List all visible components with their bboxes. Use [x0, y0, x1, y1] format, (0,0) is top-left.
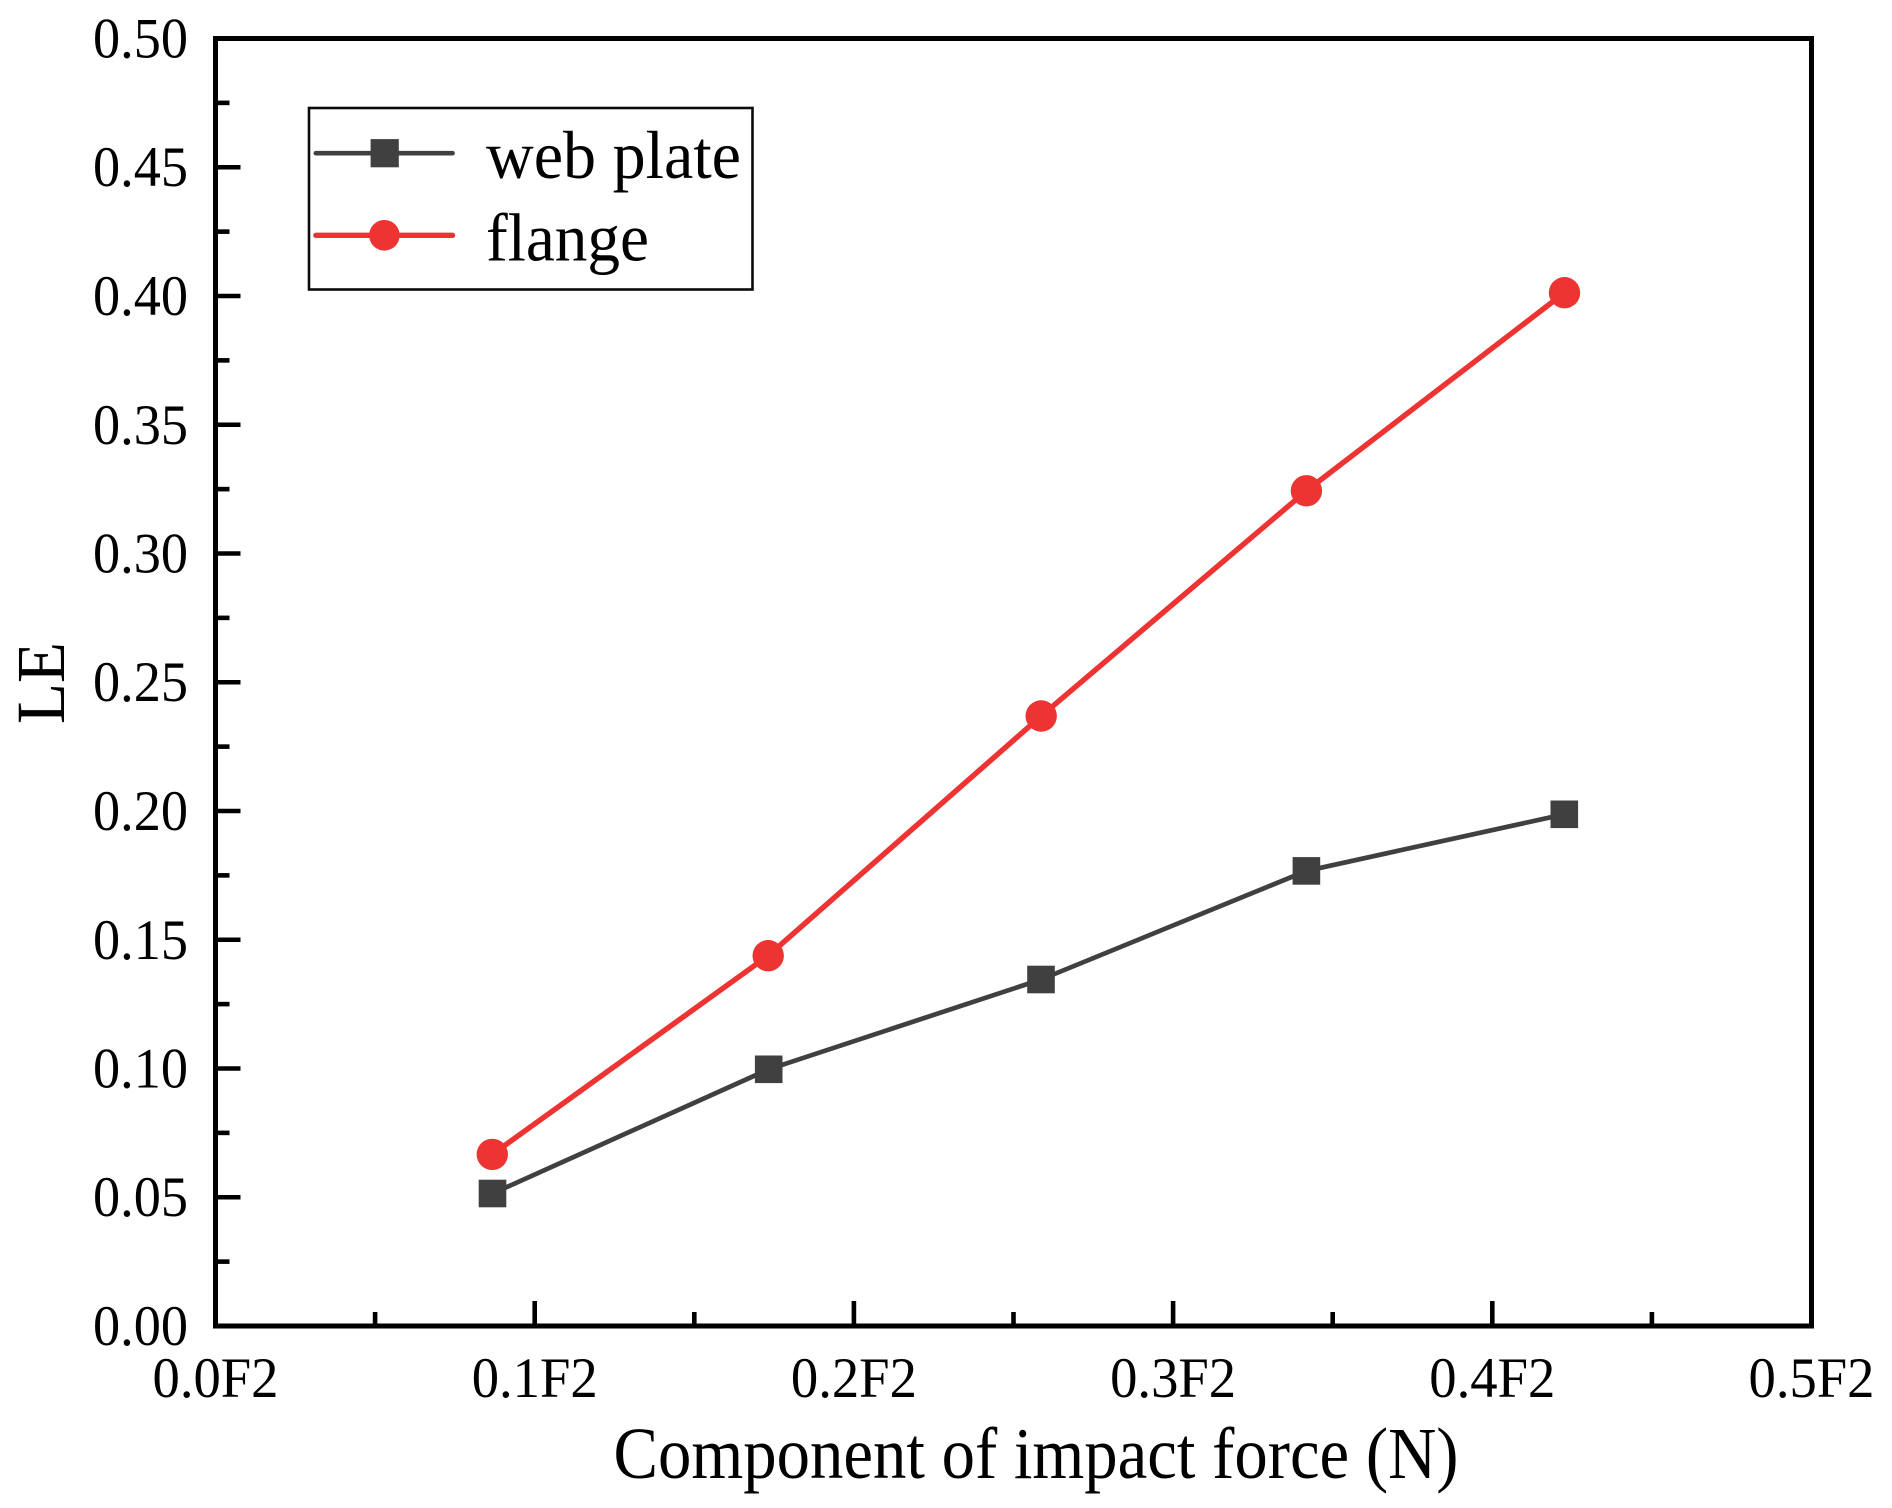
svg-text:0.20: 0.20 — [93, 780, 188, 843]
svg-text:0.15: 0.15 — [93, 909, 188, 972]
svg-text:0.1F2: 0.1F2 — [472, 1347, 598, 1410]
svg-text:0.35: 0.35 — [93, 394, 188, 457]
svg-text:web plate: web plate — [486, 117, 741, 193]
svg-text:0.5F2: 0.5F2 — [1749, 1347, 1875, 1410]
svg-text:0.40: 0.40 — [93, 265, 188, 328]
svg-text:0.2F2: 0.2F2 — [791, 1347, 917, 1410]
svg-text:Component of impact force (N): Component of impact force (N) — [614, 1413, 1459, 1494]
svg-text:0.0F2: 0.0F2 — [153, 1347, 279, 1410]
svg-text:0.3F2: 0.3F2 — [1110, 1347, 1236, 1410]
svg-text:0.05: 0.05 — [93, 1166, 188, 1229]
svg-text:flange: flange — [486, 200, 649, 276]
svg-text:0.10: 0.10 — [93, 1038, 188, 1101]
svg-text:0.30: 0.30 — [93, 523, 188, 586]
svg-text:0.45: 0.45 — [93, 136, 188, 199]
svg-text:0.00: 0.00 — [93, 1295, 188, 1358]
svg-text:0.4F2: 0.4F2 — [1429, 1347, 1555, 1410]
svg-text:LE: LE — [3, 642, 79, 724]
svg-text:0.50: 0.50 — [93, 8, 188, 71]
svg-text:0.25: 0.25 — [93, 651, 188, 714]
